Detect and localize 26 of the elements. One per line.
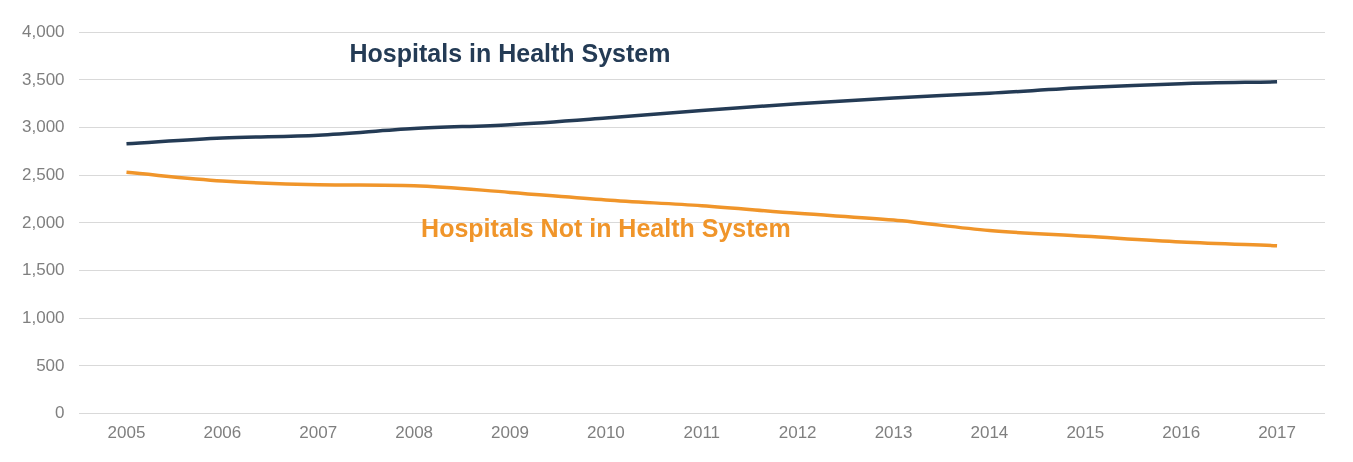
x-tick-label: 2012 bbox=[778, 423, 817, 443]
line-series bbox=[124, 170, 1279, 248]
x-tick-label: 2006 bbox=[203, 423, 242, 443]
x-tick-label: 2015 bbox=[1066, 423, 1105, 443]
series-label: Hospitals Not in Health System bbox=[421, 213, 791, 242]
x-tick-label: 2010 bbox=[586, 423, 625, 443]
y-tick-label: 2,000 bbox=[21, 212, 65, 232]
y-tick-label: 500 bbox=[36, 355, 65, 375]
y-tick-label: 1,000 bbox=[21, 307, 65, 327]
x-tick-label: 2005 bbox=[107, 423, 146, 443]
y-tick-label: 1,500 bbox=[21, 260, 65, 280]
x-tick-label: 2014 bbox=[970, 423, 1009, 443]
x-tick-label: 2007 bbox=[299, 423, 338, 443]
y-tick-label: 2,500 bbox=[21, 164, 65, 184]
x-tick-label: 2009 bbox=[491, 423, 529, 443]
y-tick-label: 3,000 bbox=[21, 117, 65, 137]
y-tick-label: 0 bbox=[55, 403, 65, 423]
y-tick-label: 3,500 bbox=[21, 69, 65, 89]
y-tick-label: 4,000 bbox=[21, 21, 65, 41]
series-label: Hospitals in Health System bbox=[349, 38, 671, 67]
x-tick-label: 2017 bbox=[1258, 423, 1296, 443]
line-series bbox=[124, 80, 1279, 146]
x-tick-label: 2011 bbox=[683, 423, 721, 443]
x-tick-label: 2016 bbox=[1162, 423, 1201, 443]
x-tick-label: 2013 bbox=[874, 423, 913, 443]
x-tick-label: 2008 bbox=[395, 423, 434, 443]
